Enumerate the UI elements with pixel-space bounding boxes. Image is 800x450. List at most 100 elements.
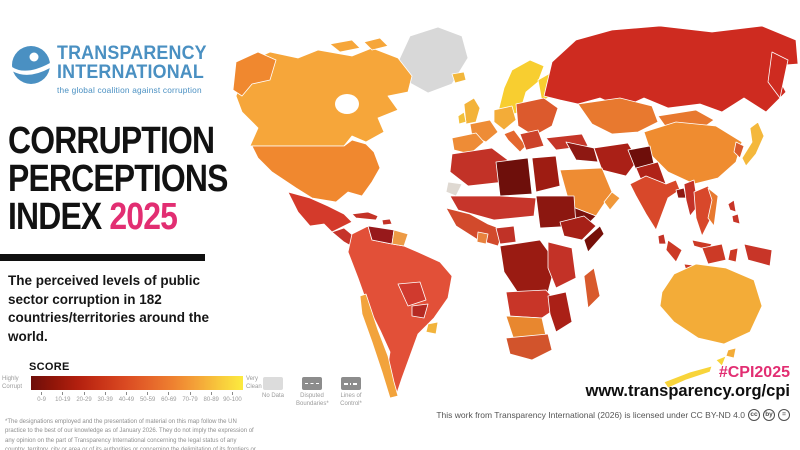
map-region-new_zealand <box>663 365 713 389</box>
footnote-text: *The designations employed and the prese… <box>5 419 256 450</box>
map-region-egypt <box>531 155 561 193</box>
map-region-caribbean <box>351 211 379 221</box>
map-region-kazakhstan <box>577 97 659 135</box>
title-line1: CORRUPTION <box>8 120 215 162</box>
map-region-sri_lanka <box>657 233 667 245</box>
score-right-label: Very Clean <box>246 376 262 390</box>
map-key: No Data Disputed Boundaries* Lines of Co… <box>257 377 367 409</box>
map-region-mexico <box>287 191 353 233</box>
map-region-indonesia <box>727 247 739 263</box>
legend-item-disputed-boundaries: Disputed Boundaries* <box>296 377 329 409</box>
score-tick: 30-39 <box>95 392 116 403</box>
no-derivatives-icon: = <box>778 408 790 421</box>
map-region-balkans <box>519 129 545 151</box>
dashed-line-icon <box>305 383 319 384</box>
logo-tagline: the global coalition against corruption <box>57 85 202 95</box>
map-region-new_zealand <box>715 355 727 367</box>
map-region-korea <box>733 141 745 159</box>
map-region-tasmania <box>725 347 737 359</box>
title-line3: INDEX 2025 <box>8 196 178 238</box>
map-region-iberia <box>451 132 485 155</box>
map-region-russia <box>767 51 789 99</box>
score-tick: 40-49 <box>116 392 137 403</box>
score-tick: 70-79 <box>179 392 200 403</box>
map-region-east_africa <box>547 241 577 289</box>
map-region-china <box>643 121 743 185</box>
map-region-guyanas <box>391 229 409 247</box>
map-region-somalia <box>583 225 605 253</box>
map-region-canada <box>329 39 361 53</box>
map-region-italy <box>503 129 527 153</box>
dash-dot-line-icon <box>344 382 358 385</box>
page-title: CORRUPTION PERCEPTIONS INDEX 2025 <box>8 122 228 236</box>
score-tick: 60-69 <box>158 392 179 403</box>
map-region-indonesia <box>701 243 727 265</box>
map-region-uk <box>463 97 481 125</box>
divider-bar <box>0 254 205 261</box>
legend-item-lines-of-control: Lines of Control* <box>335 377 367 409</box>
black-sea <box>551 126 569 134</box>
map-region-russia <box>543 25 799 113</box>
score-gradient-bar <box>31 376 243 390</box>
map-region-philippines <box>727 199 737 213</box>
ti-logo: TRANSPARENCY INTERNATIONAL the global co… <box>10 44 216 95</box>
map-region-canada <box>363 37 389 51</box>
map-region-indonesia <box>665 239 683 263</box>
map-region-eastern_europe <box>515 97 559 137</box>
attribution-icon: by <box>763 408 775 421</box>
lines-of-control-swatch <box>341 377 361 390</box>
legend-item-no-data: No Data <box>257 377 289 409</box>
license-row: This work from Transparency Internationa… <box>436 408 790 421</box>
map-region-paraguay <box>411 303 429 319</box>
license-text: This work from Transparency Internationa… <box>436 409 745 420</box>
logo-line1: TRANSPARENCY <box>57 43 207 64</box>
map-region-sahel <box>449 195 537 221</box>
score-tick: 90-100 <box>222 392 243 403</box>
score-tick: 10-19 <box>52 392 73 403</box>
score-legend-title: SCORE <box>29 361 70 373</box>
map-region-philippines <box>731 213 741 225</box>
map-region-western_sahara <box>445 181 463 197</box>
score-tick: 20-29 <box>73 392 94 403</box>
score-tick: 0-9 <box>31 392 52 403</box>
map-region-nigeria <box>495 225 517 245</box>
caspian-sea <box>591 127 601 145</box>
map-region-myanmar <box>683 179 699 217</box>
map-region-iraq_syria <box>565 141 599 163</box>
cc-icon: cc <box>748 408 760 421</box>
footer: #CPI2025 www.transparency.org/cpi This w… <box>436 363 790 421</box>
map-region-vietnam <box>707 187 719 227</box>
hudson-bay <box>335 94 359 114</box>
map-region-south_africa <box>505 333 553 361</box>
map-region-australia <box>659 263 763 345</box>
map-region-chile <box>359 293 399 399</box>
hashtag[interactable]: #CPI2025 <box>718 364 790 381</box>
description-text: The perceived levels of public sector co… <box>8 273 210 344</box>
map-region-ethiopia <box>559 215 597 241</box>
map-region-uruguay <box>425 321 439 335</box>
title-year: 2025 <box>109 196 178 238</box>
map-region-iceland <box>451 71 467 84</box>
map-region-central_europe <box>493 105 517 131</box>
map-region-india <box>629 175 681 231</box>
logo-line2: INTERNATIONAL <box>57 62 204 83</box>
website-url[interactable]: www.transparency.org/cpi <box>585 382 790 401</box>
map-region-bolivia <box>397 281 427 307</box>
map-region-ireland <box>457 111 467 125</box>
map-region-alaska <box>232 51 277 97</box>
map-region-libya <box>495 157 533 197</box>
score-tick: 50-59 <box>137 392 158 403</box>
map-region-mozambique_zimbabwe <box>547 291 573 333</box>
map-region-oman <box>603 191 621 211</box>
globe-icon <box>12 46 50 84</box>
no-data-swatch <box>263 377 283 390</box>
map-region-usa <box>251 139 381 203</box>
title-line2: PERCEPTIONS <box>8 158 228 200</box>
map-region-madagascar <box>583 267 601 309</box>
map-region-caribbean <box>381 218 393 226</box>
map-region-japan <box>741 121 765 167</box>
score-tick: 80-89 <box>201 392 222 403</box>
map-region-iran <box>593 142 639 177</box>
